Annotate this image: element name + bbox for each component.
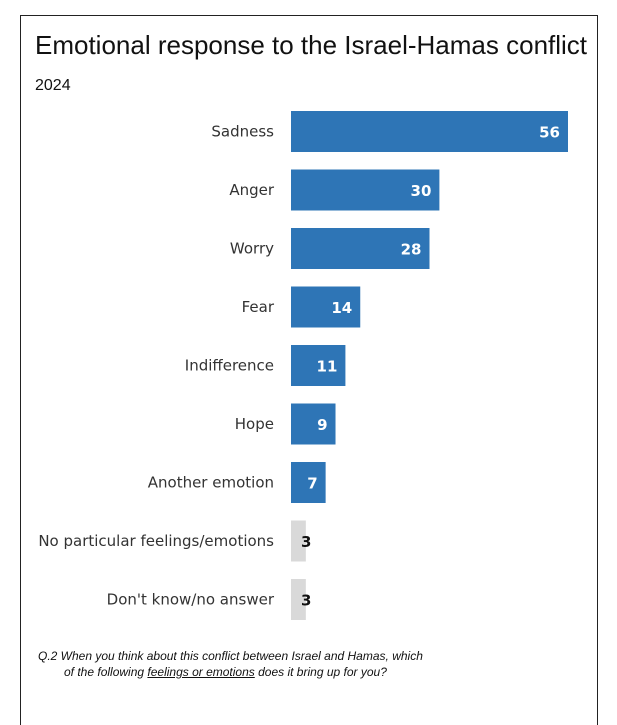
category-label-8: Don't know/no answer — [107, 591, 275, 609]
value-label-2: 28 — [401, 241, 422, 259]
note-line-2-end: does it bring up for you? — [254, 665, 387, 679]
category-label-3: Fear — [242, 298, 275, 316]
bar-6 — [291, 462, 326, 503]
category-label-1: Anger — [229, 181, 275, 199]
bar-8 — [291, 579, 306, 620]
bar-4 — [291, 345, 346, 386]
note-line-2: of the following feelings or emotions do… — [38, 664, 578, 680]
category-label-4: Indifference — [185, 357, 274, 375]
value-label-0: 56 — [539, 124, 560, 142]
bar-0 — [291, 111, 568, 152]
value-label-7: 3 — [301, 533, 311, 551]
category-label-2: Worry — [230, 240, 274, 258]
note-underlined-phrase: feelings or emotions — [147, 665, 255, 679]
category-label-0: Sadness — [211, 123, 274, 141]
category-label-5: Hope — [235, 415, 274, 433]
category-label-7: No particular feelings/emotions — [38, 532, 274, 550]
value-label-5: 9 — [317, 416, 327, 434]
value-label-6: 7 — [307, 475, 317, 493]
chart-subtitle: 2024 — [35, 77, 71, 94]
bar-1 — [291, 169, 440, 211]
category-label-6: Another emotion — [148, 474, 274, 492]
value-label-3: 14 — [331, 299, 352, 317]
chart-frame — [20, 15, 598, 725]
note-line-1: Q.2 When you think about this conflict b… — [38, 649, 423, 663]
bar-chart: Sadness 56 Anger 30 Worry 28 Fear 14 Indifferenc… — [38, 111, 568, 620]
bar-3 — [291, 286, 361, 328]
chart-title: Emotional response to the Israel-Hamas c… — [35, 30, 588, 60]
bar-2 — [291, 228, 430, 269]
value-label-8: 3 — [301, 592, 311, 610]
value-label-1: 30 — [411, 182, 432, 200]
question-note: Q.2 When you think about this conflict b… — [38, 648, 578, 680]
bar-5 — [291, 403, 336, 445]
value-label-4: 11 — [317, 358, 338, 376]
bar-7 — [291, 520, 306, 562]
note-line-2-start: of the following — [64, 665, 148, 679]
